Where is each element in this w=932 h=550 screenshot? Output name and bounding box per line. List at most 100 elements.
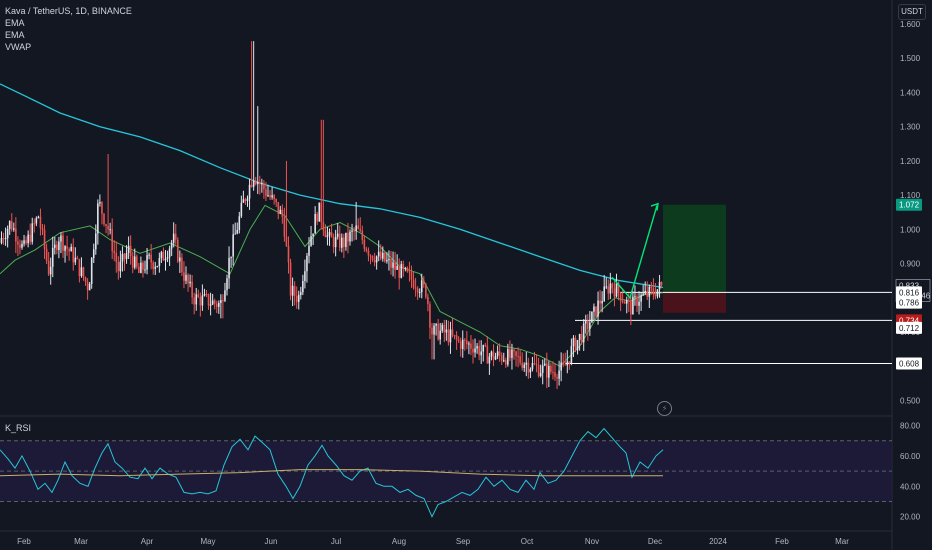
candle-body (197, 294, 200, 298)
target-price-label-bg (896, 198, 922, 211)
candle-body (589, 322, 591, 329)
candle-body (558, 370, 560, 379)
candle-body (179, 257, 181, 262)
candle-body (552, 371, 554, 373)
candle-body (535, 364, 538, 366)
target-price-label: 1.072 (899, 201, 920, 210)
time-tick-0: Feb (17, 537, 31, 546)
candle-body (642, 293, 644, 295)
candle-body (195, 294, 198, 305)
candle-body (316, 213, 318, 222)
candle-body (562, 362, 564, 365)
candle-body (392, 262, 394, 268)
candle-body (619, 292, 622, 302)
candle-body (0, 238, 3, 244)
candle-body (230, 256, 232, 258)
candle-body (611, 283, 614, 289)
candle-body (615, 283, 618, 297)
candle-body (86, 281, 89, 291)
candle-body (359, 229, 362, 231)
level-0786-label-bg (896, 296, 922, 309)
candle-body (427, 296, 429, 305)
level-0816-label-bg (896, 286, 922, 299)
candle-body (505, 360, 507, 365)
candle-body (640, 294, 642, 302)
candle-body (203, 294, 206, 296)
candle-body (355, 225, 357, 231)
candle-body (326, 235, 329, 238)
candle-body (527, 362, 530, 373)
price-tick-9: 1.400 (900, 88, 921, 97)
candle-body (248, 184, 251, 199)
candle-body (550, 365, 552, 372)
candle-body (459, 341, 462, 349)
rsi-tick-3: 80.00 (900, 422, 921, 431)
candle-body (361, 230, 364, 240)
candle-body (138, 266, 140, 273)
candle-body (488, 356, 491, 364)
candle-body (215, 303, 218, 307)
candle-body (474, 348, 476, 353)
candle-body (656, 289, 659, 297)
price-tick-5: 1.000 (900, 225, 921, 234)
candle-body (597, 300, 599, 317)
candle-body (351, 230, 353, 232)
candle-body (365, 248, 368, 251)
candle-body (74, 257, 77, 263)
currency-unit-button[interactable]: USDT (898, 4, 926, 20)
candle-body (466, 340, 468, 345)
candle-body (70, 246, 72, 252)
candle-body (113, 251, 116, 253)
candle-body (224, 290, 226, 301)
candle-body (158, 258, 161, 267)
candle-body (109, 229, 111, 231)
candle-body (418, 292, 421, 294)
candle-body (289, 262, 292, 296)
projection-arrowhead (650, 202, 659, 211)
lightning-icon[interactable]: ⚡ (657, 401, 672, 416)
candle-body (455, 335, 458, 340)
candle-body (441, 324, 444, 331)
candle-body (554, 372, 556, 377)
vwap-indicator-label[interactable]: VWAP (5, 42, 32, 52)
candle-body (72, 246, 75, 263)
candle-body (574, 337, 577, 351)
candle-body (322, 222, 325, 231)
candle-body (566, 361, 569, 366)
candle-body (47, 260, 50, 275)
symbol-title[interactable]: Kava / TetherUS, 1D, BINANCE (5, 6, 132, 16)
candle-body (632, 296, 634, 315)
level-0712-label: 0.712 (899, 324, 920, 333)
time-tick-9: Nov (585, 537, 599, 546)
candle-body (263, 183, 265, 190)
candle-body (168, 248, 171, 258)
candle-body (2, 238, 5, 240)
rsi-indicator-label[interactable]: K_RSI (5, 423, 32, 433)
candle-body (414, 287, 417, 289)
candle-body (150, 254, 152, 263)
candle-body (369, 255, 372, 257)
candle-body (406, 267, 409, 272)
candle-body (318, 202, 321, 222)
candle-body (125, 252, 128, 260)
ema-indicator-label-2[interactable]: EMA (5, 30, 25, 40)
candle-body (654, 293, 657, 297)
candle-body (343, 237, 345, 247)
candle-body (445, 329, 448, 333)
candle-body (341, 237, 343, 248)
candle-body (525, 362, 528, 365)
candle-body (533, 363, 536, 365)
candle-body (254, 180, 257, 185)
candle-body (131, 255, 134, 268)
candle-body (529, 369, 532, 373)
candle-body (425, 284, 427, 297)
candle-body (576, 340, 579, 351)
candle-body (211, 300, 214, 305)
ema-indicator-label[interactable]: EMA (5, 18, 25, 28)
candle-body (6, 228, 9, 239)
candle-body (377, 251, 380, 257)
candle-body (363, 239, 366, 249)
rsi-tick-2: 60.00 (900, 452, 921, 461)
candle-body (517, 355, 519, 357)
